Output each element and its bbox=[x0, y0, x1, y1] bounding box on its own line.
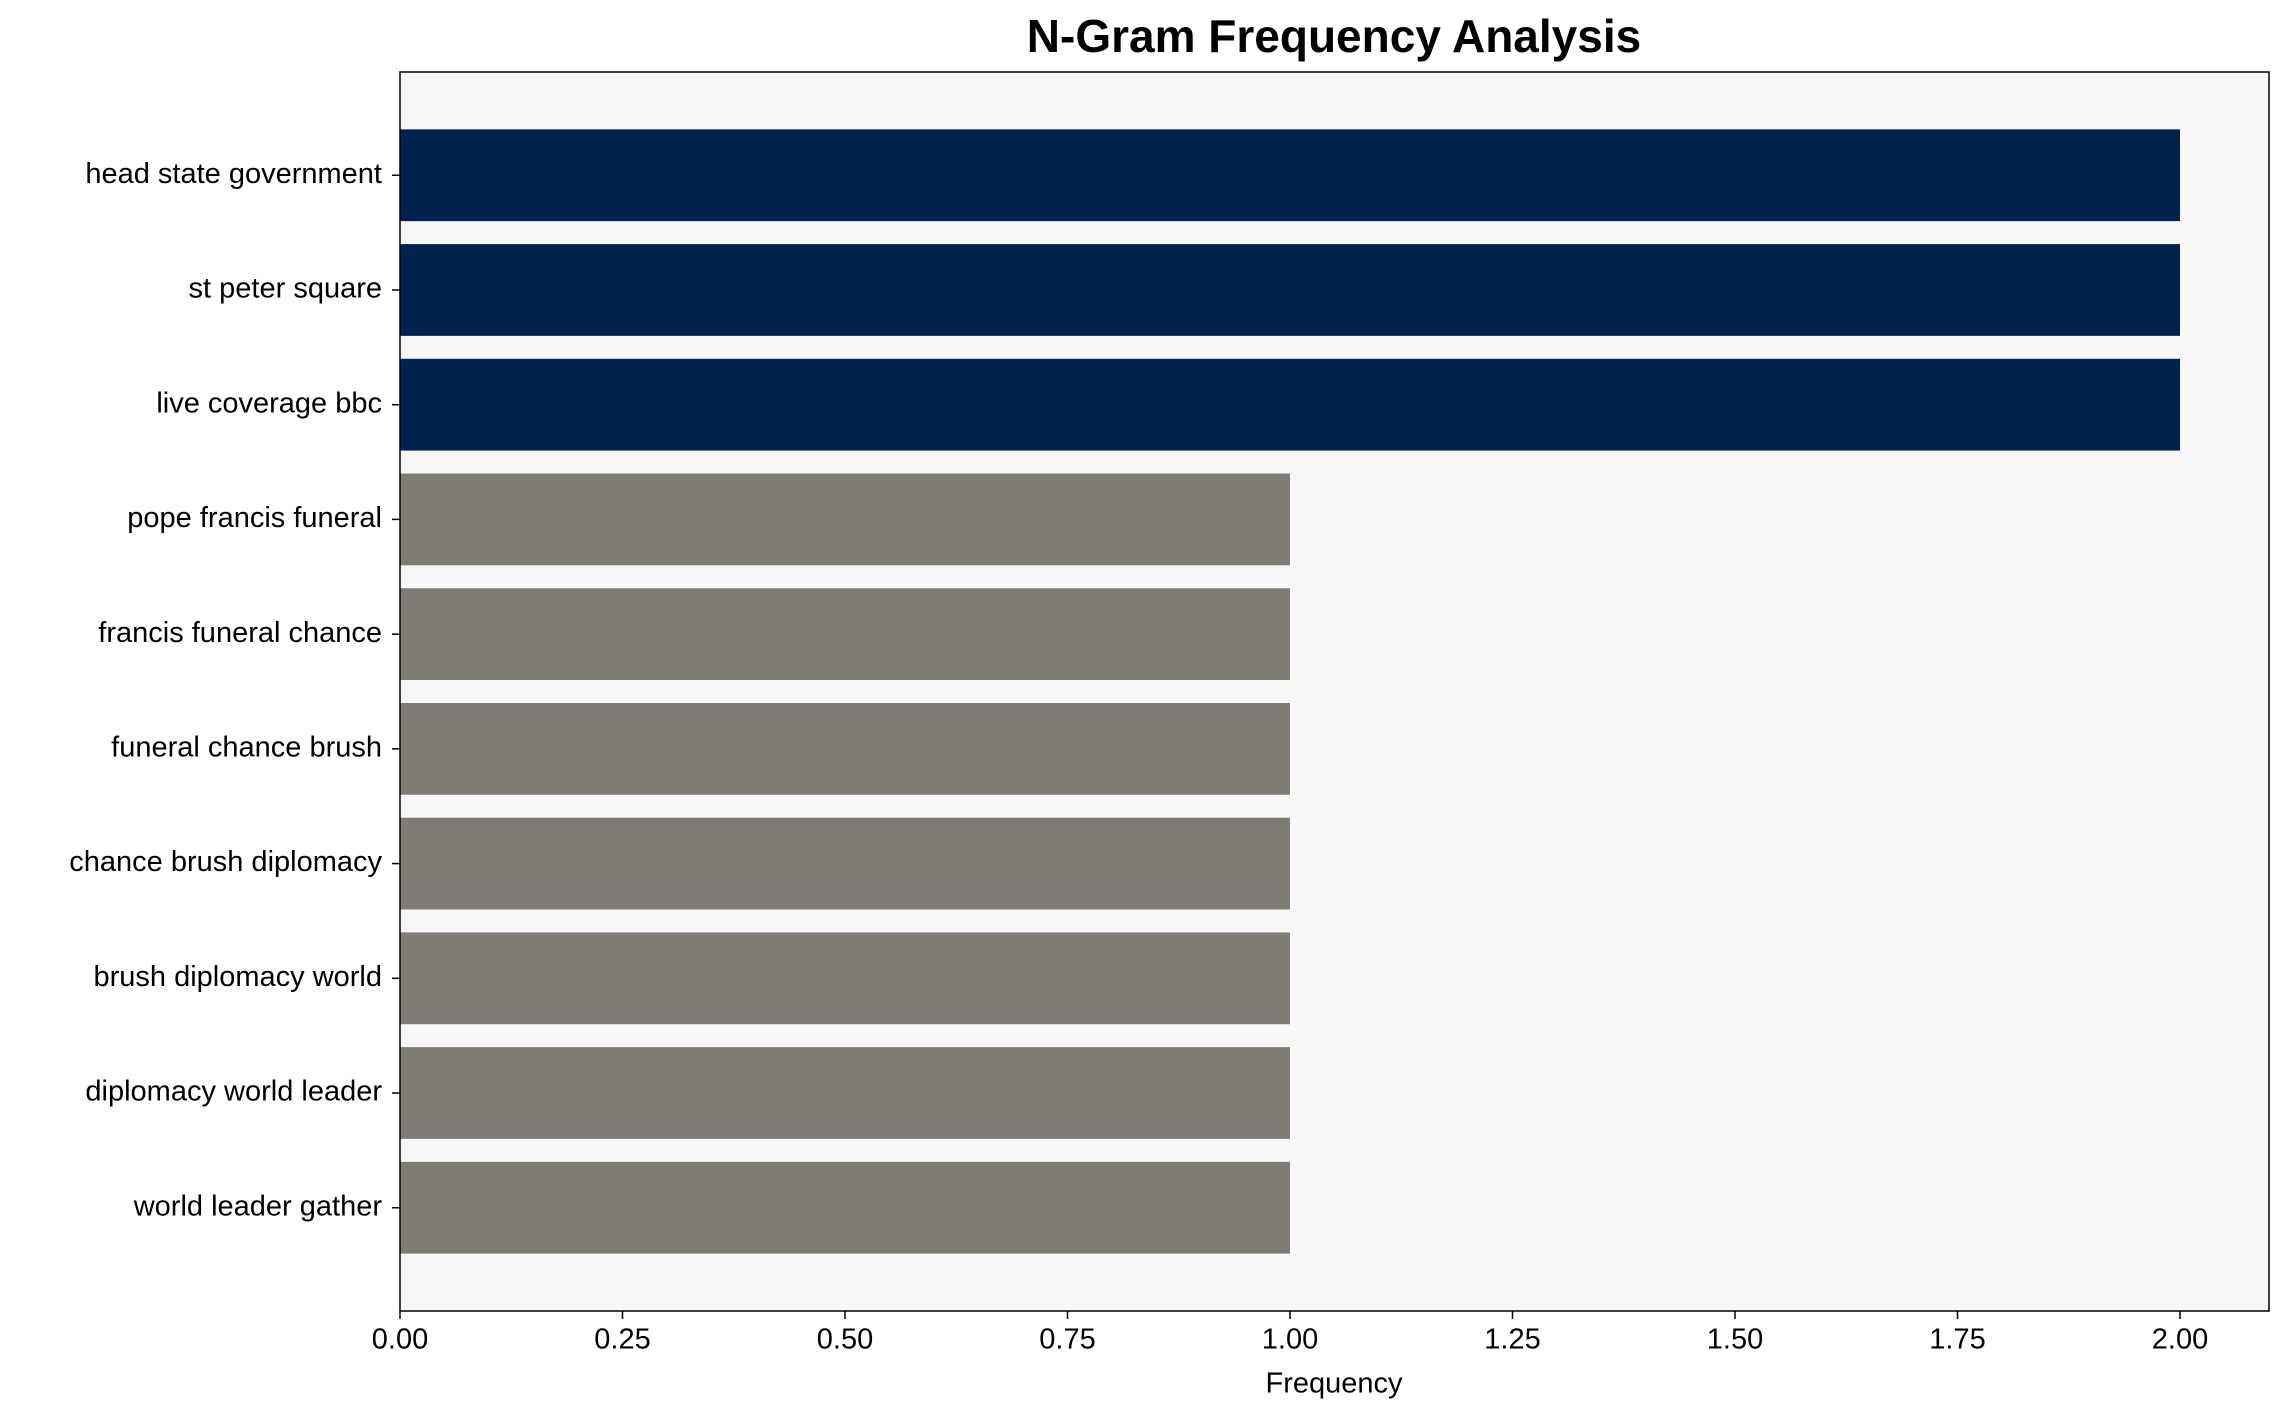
x-tick-label: 0.25 bbox=[594, 1324, 650, 1356]
bar bbox=[400, 244, 2180, 336]
y-tick-label: chance brush diplomacy bbox=[69, 846, 382, 878]
x-tick-label: 0.75 bbox=[1039, 1324, 1095, 1356]
x-tick-label: 1.25 bbox=[1484, 1324, 1540, 1356]
bar bbox=[400, 588, 1290, 681]
plot-frame bbox=[399, 71, 2270, 1312]
bar bbox=[400, 1161, 1290, 1254]
x-tick-label: 0.00 bbox=[372, 1324, 428, 1356]
bar bbox=[400, 473, 1290, 566]
y-tick-label: diplomacy world leader bbox=[85, 1076, 382, 1108]
x-tick-label: 1.75 bbox=[1929, 1324, 1985, 1356]
bar bbox=[400, 129, 2180, 222]
bar bbox=[400, 932, 1290, 1025]
y-tick-label: world leader gather bbox=[133, 1190, 383, 1222]
chart-title: N-Gram Frequency Analysis bbox=[1027, 10, 1641, 62]
bar bbox=[400, 1047, 1290, 1139]
y-tick-label: funeral chance brush bbox=[111, 732, 382, 764]
bar bbox=[400, 702, 1290, 795]
y-tick-label: st peter square bbox=[189, 273, 382, 305]
x-tick-label: 2.00 bbox=[2152, 1324, 2208, 1356]
y-tick-label: brush diplomacy world bbox=[93, 961, 382, 993]
bar bbox=[400, 358, 2180, 451]
y-tick-label: francis funeral chance bbox=[98, 617, 382, 649]
y-tick-label: pope francis funeral bbox=[127, 502, 382, 534]
x-tick-label: 1.50 bbox=[1707, 1324, 1763, 1356]
x-axis-label: Frequency bbox=[1265, 1368, 1403, 1400]
x-tick-label: 1.00 bbox=[1262, 1324, 1318, 1356]
y-tick-label: live coverage bbc bbox=[156, 387, 382, 419]
bar bbox=[400, 817, 1290, 910]
x-tick-label: 0.50 bbox=[817, 1324, 873, 1356]
y-tick-label: head state government bbox=[85, 158, 382, 190]
